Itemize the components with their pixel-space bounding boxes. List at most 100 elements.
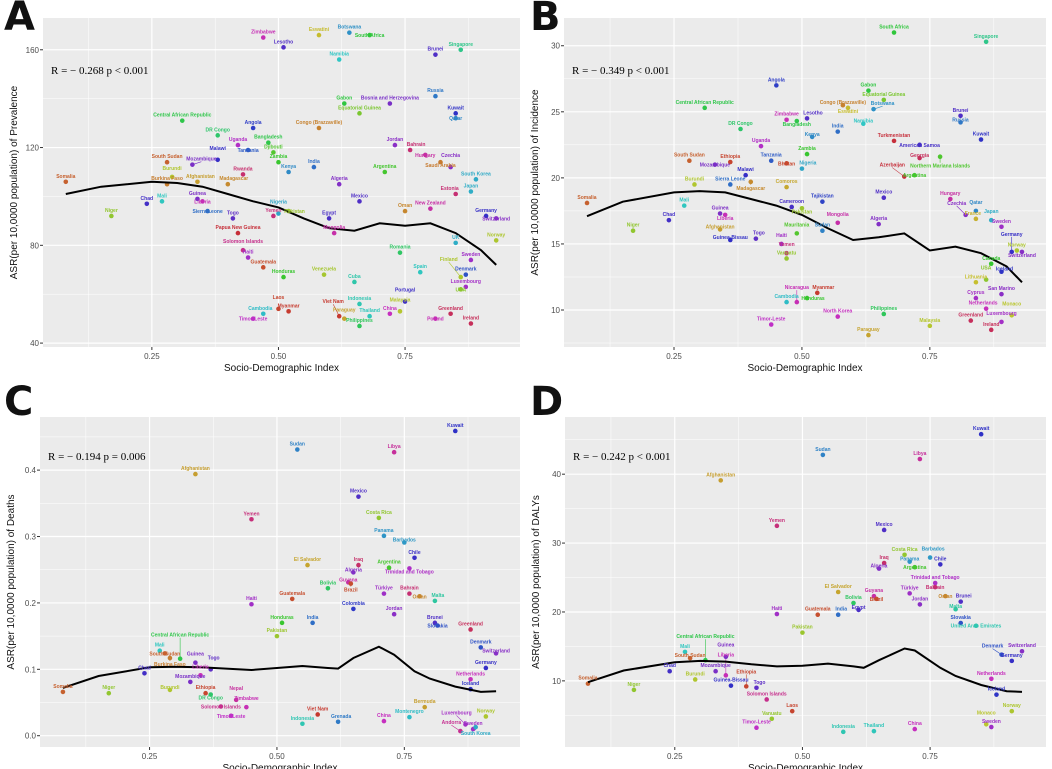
data-point bbox=[305, 562, 310, 568]
point-label: Lesotho bbox=[274, 39, 293, 45]
data-point bbox=[794, 231, 800, 236]
point-label: DR Congo bbox=[728, 121, 752, 127]
point-label: Zimbabwe bbox=[234, 696, 259, 702]
plot-background bbox=[564, 18, 1046, 347]
y-axis-title: ASR(per 10,0000 population) of Deaths bbox=[6, 494, 17, 669]
point-label: Cameroon bbox=[779, 199, 804, 205]
point-label: India bbox=[835, 607, 847, 613]
data-point bbox=[718, 478, 724, 483]
point-label: Guyana bbox=[865, 588, 884, 594]
point-label: Mozambique bbox=[700, 163, 730, 169]
data-point bbox=[376, 515, 382, 521]
point-label: Uganda bbox=[229, 137, 248, 143]
data-point bbox=[881, 311, 887, 317]
data-point bbox=[193, 660, 198, 665]
point-label: Liberia bbox=[718, 652, 735, 658]
point-label: Qatar bbox=[969, 200, 982, 206]
data-point bbox=[682, 649, 688, 655]
data-points bbox=[585, 431, 1025, 735]
data-point bbox=[179, 118, 185, 123]
leader-line bbox=[448, 261, 461, 278]
y-tick-label: 40 bbox=[30, 339, 39, 348]
data-point bbox=[800, 630, 805, 635]
point-label: New Zealand bbox=[415, 201, 446, 207]
point-label: South Korea bbox=[461, 731, 491, 737]
data-point bbox=[230, 216, 236, 221]
data-point bbox=[738, 126, 743, 132]
data-point bbox=[249, 601, 254, 607]
point-label: Thailand bbox=[864, 723, 885, 729]
data-point bbox=[357, 199, 362, 204]
point-label: Bahrain bbox=[400, 586, 419, 592]
point-label: Solomon Islands bbox=[201, 705, 241, 711]
data-point bbox=[316, 32, 322, 38]
point-label: Central African Republic bbox=[153, 113, 211, 119]
data-point bbox=[483, 213, 489, 219]
data-point bbox=[774, 611, 780, 617]
point-label: Timor-Leste bbox=[742, 720, 771, 726]
data-point bbox=[631, 687, 637, 693]
point-label: Algeria bbox=[870, 216, 887, 222]
data-point bbox=[205, 208, 210, 214]
point-label: Thailand bbox=[359, 308, 380, 314]
point-label: Solomon Islands bbox=[747, 692, 787, 698]
point-label: Indonesia bbox=[832, 724, 856, 730]
y-tick-label: 0.3 bbox=[25, 533, 37, 542]
data-point bbox=[774, 523, 780, 529]
point-label: Luxembourg bbox=[441, 710, 471, 716]
data-point bbox=[874, 596, 879, 602]
point-label: Panama bbox=[374, 528, 393, 534]
point-label: Czechia bbox=[947, 201, 966, 207]
point-label: Malawi bbox=[209, 146, 226, 152]
point-label: Mongolia bbox=[827, 212, 849, 218]
data-point bbox=[789, 708, 795, 714]
data-point bbox=[157, 648, 163, 654]
x-tick-label: 0.50 bbox=[794, 352, 810, 361]
point-label: Northern Mariana Islands bbox=[910, 164, 970, 170]
data-point bbox=[341, 101, 347, 106]
point-label: Azerbaijan bbox=[880, 163, 905, 169]
data-point bbox=[989, 676, 994, 682]
point-label: Gabon bbox=[860, 83, 876, 89]
point-label: Chile bbox=[408, 550, 420, 556]
data-point bbox=[266, 140, 271, 145]
point-label: Argentina bbox=[377, 560, 401, 566]
point-label: Ireland bbox=[983, 322, 999, 328]
data-point bbox=[978, 137, 984, 142]
data-point bbox=[367, 32, 372, 38]
data-point bbox=[357, 301, 362, 307]
data-point bbox=[463, 272, 469, 277]
data-point bbox=[784, 161, 789, 166]
point-label: Argentina bbox=[903, 565, 927, 571]
panel-letter: A bbox=[4, 0, 35, 40]
data-point bbox=[999, 269, 1004, 274]
data-point bbox=[193, 471, 198, 477]
data-point bbox=[784, 184, 789, 190]
point-label: Denmark bbox=[455, 267, 477, 273]
data-point bbox=[973, 623, 979, 629]
data-point bbox=[348, 581, 354, 586]
point-label: Iraq bbox=[354, 557, 363, 563]
data-point bbox=[468, 627, 473, 632]
point-label: Cuba bbox=[348, 274, 361, 280]
point-label: Yemen bbox=[265, 208, 281, 214]
y-tick-label: 0.0 bbox=[25, 732, 37, 741]
point-label: Angola bbox=[768, 77, 785, 83]
point-label: Niger bbox=[628, 682, 641, 688]
data-point bbox=[381, 533, 387, 539]
data-point bbox=[881, 97, 887, 103]
data-point bbox=[433, 52, 438, 57]
data-point bbox=[190, 162, 195, 167]
point-label: Myanmar bbox=[812, 285, 834, 291]
point-label: Mauritania bbox=[784, 222, 809, 228]
data-point bbox=[840, 729, 846, 735]
point-label: South Korea bbox=[461, 171, 491, 177]
point-label: Portugal bbox=[395, 288, 416, 294]
data-point bbox=[994, 692, 999, 697]
data-point bbox=[493, 238, 499, 243]
data-point bbox=[381, 591, 387, 596]
data-point bbox=[687, 158, 692, 163]
data-point bbox=[356, 494, 361, 499]
point-label: Bahrain bbox=[407, 142, 426, 148]
data-point bbox=[743, 172, 748, 178]
